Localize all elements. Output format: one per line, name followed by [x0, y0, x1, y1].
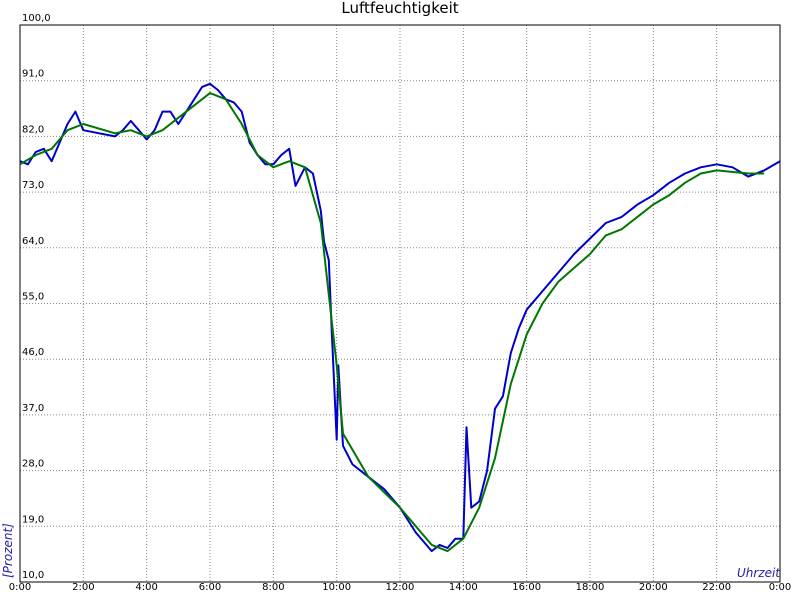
x-tick-label: 6:00 [199, 582, 221, 593]
x-tick-label: 20:00 [639, 582, 668, 593]
x-tick-label: 14:00 [449, 582, 478, 593]
y-tick-label: 37,0 [22, 403, 44, 414]
chart-title: Luftfeuchtigkeit [341, 0, 458, 17]
y-tick-label: 73,0 [22, 180, 44, 191]
y-tick-label: 10,0 [22, 570, 44, 581]
x-tick-label: 0:00 [9, 582, 31, 593]
x-tick-label: 4:00 [135, 582, 157, 593]
y-tick-label: 55,0 [22, 292, 44, 303]
y-tick-label: 91,0 [22, 69, 44, 80]
x-tick-label: 18:00 [576, 582, 605, 593]
x-tick-label: 16:00 [512, 582, 541, 593]
x-tick-label: 8:00 [262, 582, 284, 593]
x-axis-label: Uhrzeit [737, 566, 781, 580]
series-line [19, 82, 781, 553]
x-tick-label: 2:00 [72, 582, 94, 593]
y-tick-label: 46,0 [22, 347, 44, 358]
y-tick-label: 100,0 [22, 13, 51, 24]
y-tick-label: 82,0 [22, 124, 44, 135]
y-axis-label: [Prozent] [1, 523, 15, 578]
x-tick-label: 0:00 [769, 582, 791, 593]
series-line [19, 92, 765, 553]
x-tick-label: 12:00 [386, 582, 415, 593]
y-tick-label: 19,0 [22, 514, 44, 525]
plot-frame [19, 24, 781, 583]
y-tick-label: 64,0 [22, 236, 44, 247]
x-tick-label: 22:00 [702, 582, 731, 593]
y-tick-label: 28,0 [22, 459, 44, 470]
x-tick-label: 10:00 [322, 582, 351, 593]
